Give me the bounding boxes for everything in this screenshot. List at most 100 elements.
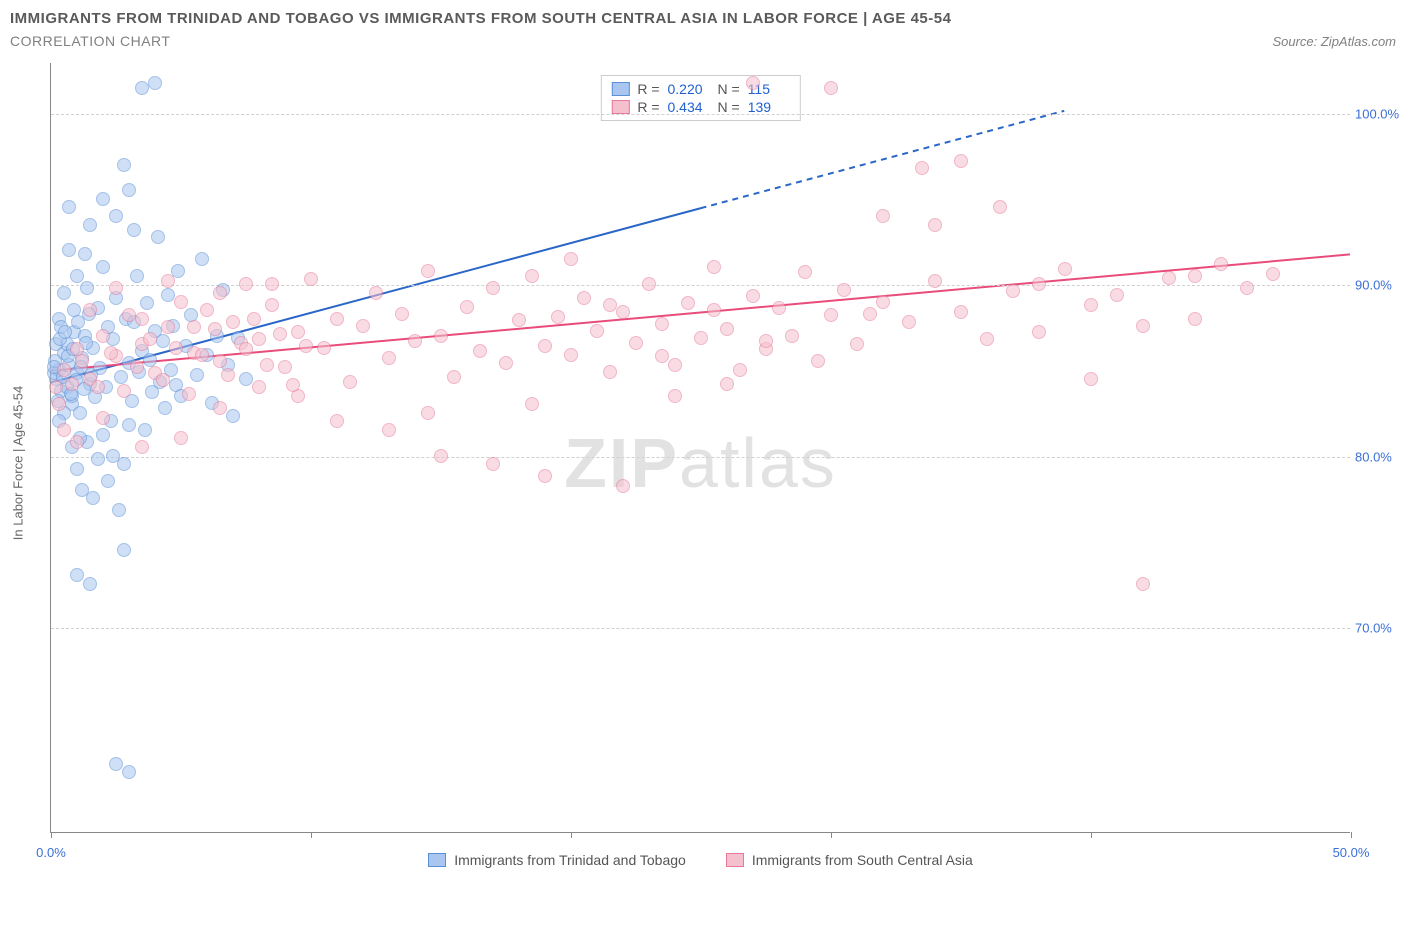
data-point: [343, 375, 357, 389]
data-point: [117, 457, 131, 471]
x-tick-label: 0.0%: [36, 845, 66, 860]
data-point: [304, 272, 318, 286]
data-point: [101, 474, 115, 488]
stat-value-r: 0.434: [668, 99, 710, 115]
x-tick: [1351, 832, 1352, 838]
data-point: [1032, 277, 1046, 291]
data-point: [603, 298, 617, 312]
data-point: [629, 336, 643, 350]
legend-series-label: Immigrants from Trinidad and Tobago: [454, 852, 686, 868]
data-point: [62, 200, 76, 214]
data-point: [62, 243, 76, 257]
chart-container: IMMIGRANTS FROM TRINIDAD AND TOBAGO VS I…: [10, 10, 1396, 873]
data-point: [317, 341, 331, 355]
data-point: [57, 423, 71, 437]
data-point: [616, 479, 630, 493]
data-point: [195, 252, 209, 266]
data-point: [1110, 288, 1124, 302]
legend-series-item: Immigrants from South Central Asia: [726, 852, 973, 868]
data-point: [1188, 269, 1202, 283]
data-point: [273, 327, 287, 341]
data-point: [564, 348, 578, 362]
data-point: [1032, 325, 1046, 339]
data-point: [135, 81, 149, 95]
legend-swatch: [611, 100, 629, 114]
data-point: [954, 305, 968, 319]
data-point: [96, 428, 110, 442]
data-point: [70, 568, 84, 582]
data-point: [171, 264, 185, 278]
data-point: [395, 307, 409, 321]
data-point: [286, 378, 300, 392]
data-point: [499, 356, 513, 370]
gridline: [51, 114, 1350, 115]
data-point: [707, 260, 721, 274]
data-point: [655, 349, 669, 363]
data-point: [187, 320, 201, 334]
data-point: [221, 368, 235, 382]
data-point: [75, 354, 89, 368]
data-point: [603, 365, 617, 379]
data-point: [1162, 271, 1176, 285]
data-point: [538, 469, 552, 483]
data-point: [112, 503, 126, 517]
data-point: [460, 300, 474, 314]
data-point: [260, 358, 274, 372]
data-point: [564, 252, 578, 266]
data-point: [143, 353, 157, 367]
data-point: [1214, 257, 1228, 271]
data-point: [117, 384, 131, 398]
data-point: [122, 308, 136, 322]
data-point: [746, 76, 760, 90]
x-tick-label: 50.0%: [1333, 845, 1370, 860]
data-point: [577, 291, 591, 305]
trend-line-ext: [701, 111, 1065, 208]
stat-value-r: 0.220: [668, 81, 710, 97]
data-point: [109, 281, 123, 295]
data-point: [525, 269, 539, 283]
gridline: [51, 457, 1350, 458]
stat-label-n: N =: [718, 81, 740, 97]
data-point: [91, 380, 105, 394]
data-point: [96, 329, 110, 343]
data-point: [1006, 284, 1020, 298]
data-point: [57, 363, 71, 377]
data-point: [86, 491, 100, 505]
data-point: [213, 354, 227, 368]
page-title: IMMIGRANTS FROM TRINIDAD AND TOBAGO VS I…: [10, 10, 1396, 27]
data-point: [114, 370, 128, 384]
legend-stat-row: R =0.434N =139: [611, 98, 789, 116]
data-point: [130, 360, 144, 374]
data-point: [291, 325, 305, 339]
data-point: [252, 380, 266, 394]
y-tick-label: 80.0%: [1355, 449, 1405, 464]
data-point: [1240, 281, 1254, 295]
legend-swatch: [611, 82, 629, 96]
data-point: [902, 315, 916, 329]
data-point: [1084, 298, 1098, 312]
data-point: [135, 312, 149, 326]
data-point: [772, 301, 786, 315]
data-point: [616, 305, 630, 319]
data-point: [863, 307, 877, 321]
data-point: [434, 449, 448, 463]
data-point: [798, 265, 812, 279]
data-point: [993, 200, 1007, 214]
data-point: [247, 312, 261, 326]
legend-swatch: [428, 853, 446, 867]
subtitle-row: CORRELATION CHART Source: ZipAtlas.com: [10, 33, 1396, 49]
stat-label-r: R =: [637, 99, 659, 115]
data-point: [65, 377, 79, 391]
data-point: [156, 334, 170, 348]
data-point: [330, 414, 344, 428]
data-point: [122, 418, 136, 432]
data-point: [447, 370, 461, 384]
source-label: Source: ZipAtlas.com: [1272, 34, 1396, 49]
legend-series-label: Immigrants from South Central Asia: [752, 852, 973, 868]
data-point: [1084, 372, 1098, 386]
data-point: [408, 334, 422, 348]
data-point: [213, 286, 227, 300]
data-point: [486, 457, 500, 471]
data-point: [117, 543, 131, 557]
data-point: [200, 303, 214, 317]
